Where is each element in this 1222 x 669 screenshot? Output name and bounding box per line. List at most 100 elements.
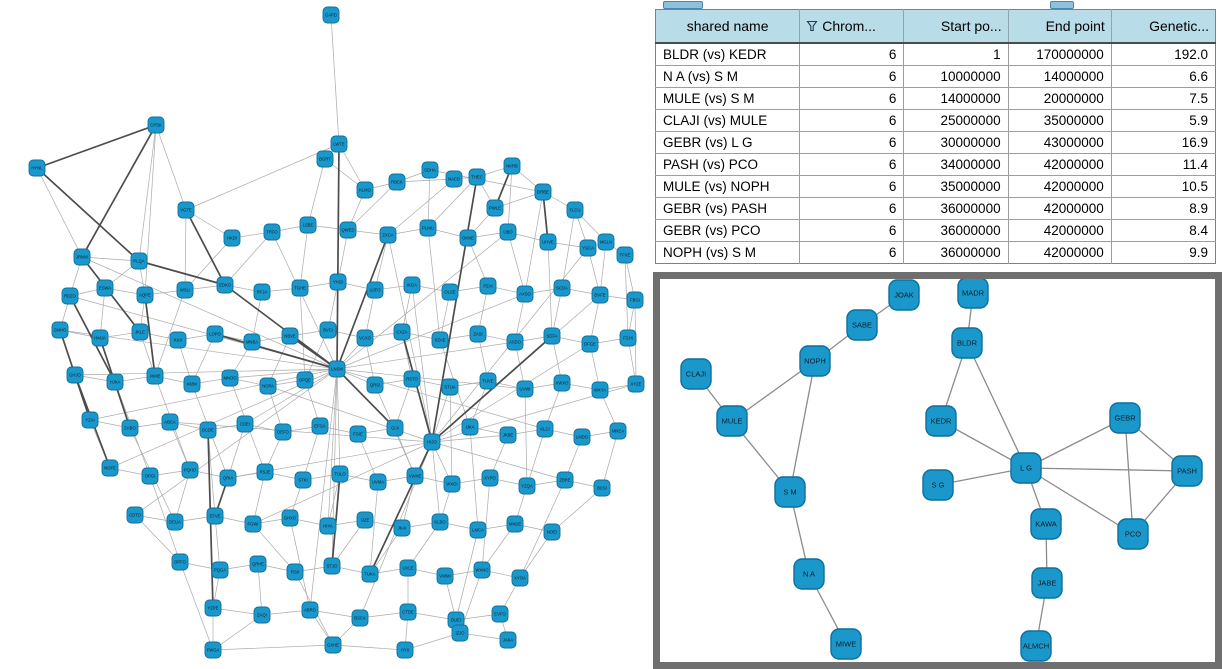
node-shape[interactable] — [281, 509, 299, 527]
node-shape[interactable] — [176, 281, 194, 299]
network-edge[interactable] — [229, 368, 338, 379]
node-shape[interactable] — [281, 327, 299, 345]
table-cell[interactable]: 6 — [799, 87, 904, 110]
network-edge[interactable] — [369, 481, 379, 575]
network-edge[interactable] — [387, 178, 455, 236]
network-edge[interactable] — [336, 293, 526, 370]
network-edge[interactable] — [154, 289, 186, 377]
network-node[interactable]: DRBE — [534, 183, 552, 201]
node-shape[interactable] — [1020, 630, 1052, 662]
node-shape[interactable] — [556, 471, 574, 489]
network-node[interactable]: PZAI — [479, 277, 497, 295]
node-shape[interactable] — [296, 371, 314, 389]
network-node[interactable]: HYII — [396, 641, 414, 659]
node-shape[interactable] — [324, 636, 342, 654]
table-cell[interactable]: 6 — [799, 43, 904, 66]
node-shape[interactable] — [249, 555, 267, 573]
table-cell[interactable]: 42000000 — [1007, 153, 1112, 176]
node-shape[interactable] — [591, 381, 609, 399]
network-node[interactable]: EVFO — [491, 605, 509, 623]
network-node[interactable]: PCO — [1117, 518, 1149, 550]
network-node[interactable]: AXSO — [516, 285, 534, 303]
network-node[interactable]: TGHE — [291, 279, 309, 297]
network-node[interactable]: KMNI — [183, 375, 201, 393]
network-node[interactable]: SABE — [846, 309, 878, 341]
network-edge[interactable] — [184, 209, 187, 291]
node-shape[interactable] — [619, 329, 637, 347]
node-shape[interactable] — [356, 329, 374, 347]
network-edge[interactable] — [427, 227, 441, 341]
network-node[interactable]: KLMO — [356, 181, 374, 199]
network-edge[interactable] — [81, 256, 338, 370]
network-node[interactable]: DFGE — [581, 335, 599, 353]
network-node[interactable]: HMJA — [91, 329, 109, 347]
node-shape[interactable] — [451, 624, 469, 642]
network-node[interactable]: VWXO — [553, 374, 571, 392]
network-edge[interactable] — [252, 523, 296, 573]
network-node[interactable]: BSCA — [351, 609, 369, 627]
network-node[interactable]: IJZE — [356, 511, 374, 529]
network-edge[interactable] — [155, 124, 187, 211]
node-shape[interactable] — [431, 331, 449, 349]
node-shape[interactable] — [399, 603, 417, 621]
network-node[interactable]: FGIE — [349, 425, 367, 443]
node-shape[interactable] — [322, 6, 340, 24]
table-cell[interactable]: GEBR (vs) PCO — [655, 219, 800, 242]
node-shape[interactable] — [421, 161, 439, 179]
node-shape[interactable] — [356, 511, 374, 529]
network-node[interactable]: NKRB — [503, 157, 521, 175]
table-row[interactable]: GEBR (vs) PASH 6 36000000 42000000 8.9 — [655, 197, 1216, 220]
network-node[interactable]: BCDE — [199, 421, 217, 439]
node-shape[interactable] — [486, 199, 504, 217]
node-shape[interactable] — [925, 405, 957, 437]
node-shape[interactable] — [204, 641, 222, 659]
network-edge[interactable] — [789, 360, 816, 493]
network-node[interactable]: MNEA — [609, 422, 627, 440]
network-edge[interactable] — [299, 224, 309, 289]
table-row[interactable]: N A (vs) S M 6 10000000 14000000 6.6 — [655, 65, 1216, 88]
network-node[interactable]: MNDE — [506, 515, 524, 533]
network-edge[interactable] — [374, 234, 389, 291]
network-node[interactable]: KLBO — [431, 513, 449, 531]
table-cell[interactable]: 42000000 — [1007, 197, 1112, 220]
network-node[interactable]: YZQA — [518, 477, 536, 495]
network-node[interactable]: SCDA — [553, 279, 571, 297]
network-edge[interactable] — [526, 428, 546, 487]
table-scroll-strip[interactable] — [653, 0, 1222, 9]
network-node[interactable]: S M — [774, 476, 806, 508]
node-shape[interactable] — [511, 569, 529, 587]
table-row[interactable]: NOPH (vs) S M 6 36000000 42000000 9.9 — [656, 241, 1216, 264]
node-shape[interactable] — [591, 286, 609, 304]
network-node[interactable]: JOAK — [888, 279, 920, 311]
network-edge[interactable] — [252, 441, 433, 525]
table-cell[interactable]: 8.4 — [1110, 219, 1216, 242]
network-node[interactable]: VWMI — [436, 567, 454, 585]
node-shape[interactable] — [356, 181, 374, 199]
network-edge[interactable] — [336, 368, 526, 390]
node-shape[interactable] — [503, 157, 521, 175]
network-node[interactable]: ESWA — [96, 279, 114, 297]
table-cell[interactable]: 7.5 — [1110, 87, 1216, 110]
network-node[interactable]: LMDO — [573, 428, 591, 446]
node-shape[interactable] — [799, 345, 831, 377]
node-shape[interactable] — [593, 479, 611, 497]
network-edge[interactable] — [601, 430, 619, 489]
network-node[interactable]: ZABO — [121, 419, 139, 437]
network-node[interactable]: NOEI — [543, 523, 561, 541]
scroll-thumb-left[interactable] — [663, 1, 703, 9]
table-cell[interactable]: 36000000 — [903, 219, 1009, 242]
network-node[interactable]: DVFE — [591, 286, 609, 304]
network-node[interactable]: CLAJI — [680, 358, 712, 390]
network-node[interactable]: TRFO — [263, 223, 281, 241]
node-shape[interactable] — [286, 563, 304, 581]
network-node[interactable]: LWTE — [330, 135, 348, 153]
node-shape[interactable] — [263, 223, 281, 241]
network-node[interactable]: HIYA — [319, 517, 337, 535]
node-shape[interactable] — [459, 229, 477, 247]
network-edge[interactable] — [455, 529, 479, 621]
node-shape[interactable] — [51, 321, 69, 339]
node-shape[interactable] — [121, 419, 139, 437]
table-cell[interactable]: 6.6 — [1110, 65, 1216, 88]
column-header-3[interactable]: Start po... — [903, 9, 1009, 44]
network-node[interactable]: RBCK — [388, 173, 406, 191]
